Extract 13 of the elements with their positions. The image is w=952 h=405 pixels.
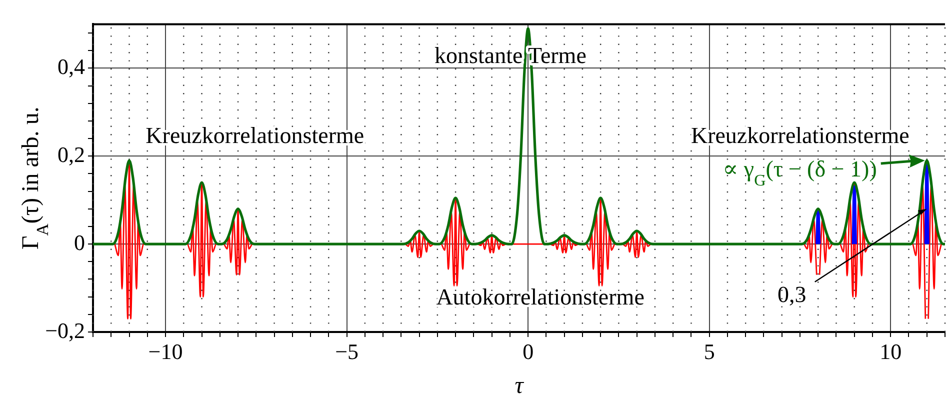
x-tick-label: 5	[704, 338, 715, 364]
y-tick-label: 0,2	[58, 142, 85, 167]
y-tick-label: −0,2	[45, 318, 85, 343]
x-tick-label: 10	[880, 338, 902, 364]
x-tick-label: −5	[335, 338, 358, 364]
x-tick-label: −10	[148, 338, 183, 364]
y-tick-label: 0	[74, 230, 85, 255]
x-tick-label: 0	[522, 338, 534, 364]
line-series	[93, 27, 945, 246]
x-axis-title: τ	[514, 373, 525, 399]
annotation: 0,3	[777, 282, 806, 307]
annotation: ∝ γ$_{G}$(τ − (δ − 1))	[722, 156, 877, 190]
y-tick-label: 0,4	[58, 54, 85, 79]
